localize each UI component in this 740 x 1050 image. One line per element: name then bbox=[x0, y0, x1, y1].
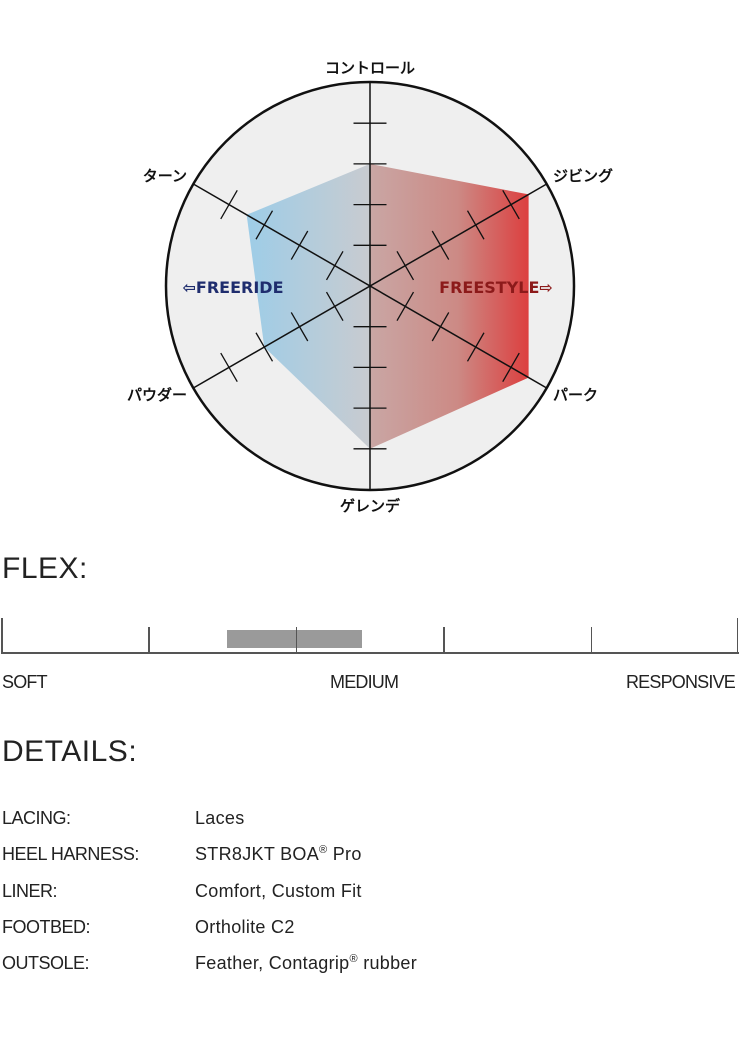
radar-tick bbox=[220, 352, 238, 383]
radar-tick bbox=[255, 210, 274, 240]
flex-range-bar bbox=[226, 630, 363, 648]
freestyle-label: FREESTYLE⇨ bbox=[439, 278, 553, 297]
flex-tick bbox=[295, 627, 298, 653]
detail-label: LINER: bbox=[2, 880, 58, 901]
flex-title: FLEX: bbox=[2, 552, 88, 585]
flex-label-soft: SOFT bbox=[2, 672, 48, 692]
flex-tick bbox=[148, 627, 150, 653]
radar-tick bbox=[502, 189, 520, 220]
radar-axis-label: ゲレンデ bbox=[340, 497, 401, 515]
radar-tick bbox=[396, 291, 415, 321]
freeride-label: ⇦FREERIDE bbox=[183, 278, 284, 297]
detail-label: HEEL HARNESS: bbox=[2, 844, 139, 865]
radar-tick bbox=[325, 251, 344, 281]
detail-value: Feather, Contagrip® rubber bbox=[195, 953, 418, 974]
radar-tick bbox=[220, 189, 238, 220]
radar-axis-label: ターン bbox=[143, 167, 187, 185]
radar-axis-line bbox=[192, 183, 548, 389]
flex-tick bbox=[1, 618, 3, 653]
detail-label: OUTSOLE: bbox=[2, 953, 90, 974]
radar-tick bbox=[466, 210, 485, 240]
radar-tick bbox=[255, 332, 274, 362]
radar-axis-label: パウダー bbox=[127, 386, 187, 404]
radar-tick bbox=[466, 332, 485, 362]
flex-tick bbox=[736, 618, 738, 653]
detail-label: LACING: bbox=[2, 808, 71, 828]
flex-baseline bbox=[1, 652, 739, 654]
radar-tick bbox=[290, 230, 309, 260]
radar-tick bbox=[325, 291, 344, 321]
radar-axis-label: ジビング bbox=[553, 167, 613, 185]
radar-axis-label: パーク bbox=[553, 386, 598, 404]
flex-tick bbox=[443, 627, 445, 653]
flex-scale bbox=[0, 610, 740, 660]
detail-label: FOOTBED: bbox=[2, 916, 91, 937]
radar-tick bbox=[290, 312, 309, 342]
radar-tick bbox=[502, 352, 520, 383]
detail-value: Ortholite C2 bbox=[195, 916, 295, 937]
flex-label-medium: MEDIUM bbox=[330, 672, 399, 692]
detail-value: Laces bbox=[195, 808, 245, 828]
flex-label-responsive: RESPONSIVE bbox=[625, 672, 736, 692]
details-title: DETAILS: bbox=[2, 735, 138, 768]
radar-tick bbox=[396, 251, 415, 281]
radar-tick bbox=[431, 230, 450, 260]
flex-tick bbox=[590, 627, 593, 653]
radar-axis-label: コントロール bbox=[325, 59, 415, 77]
radar-tick bbox=[431, 312, 450, 342]
detail-value: STR8JKT BOA® Pro bbox=[195, 844, 362, 865]
detail-value: Comfort, Custom Fit bbox=[195, 880, 362, 901]
